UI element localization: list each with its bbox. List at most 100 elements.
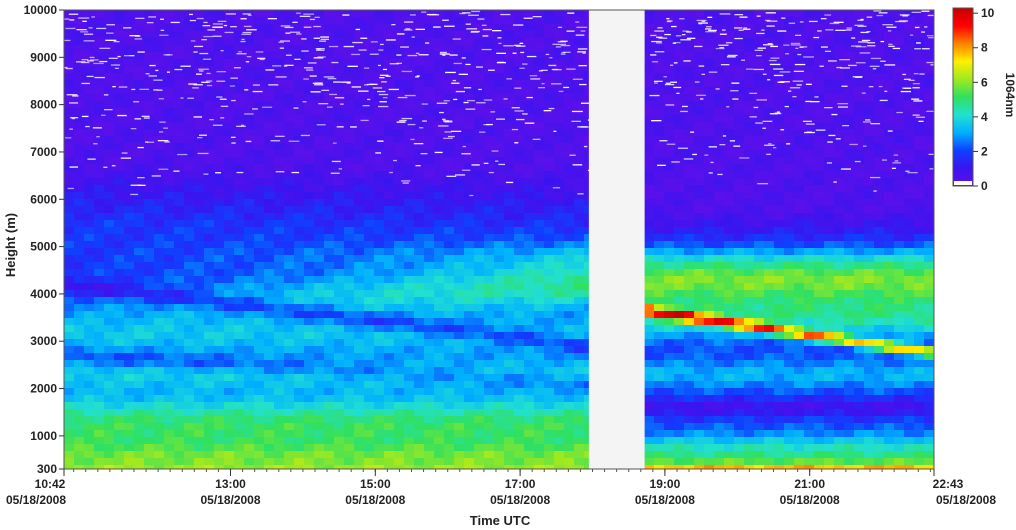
heatmap-cell (714, 213, 725, 221)
heatmap-cell (294, 332, 305, 340)
heatmap-cell (744, 353, 755, 361)
heatmap-cell (814, 227, 825, 235)
heatmap-cell (124, 185, 135, 193)
heatmap-cell (674, 409, 685, 417)
heatmap-cell (784, 94, 795, 102)
heatmap-cell (804, 409, 815, 417)
heatmap-cell (224, 38, 235, 46)
heatmap-cell (664, 416, 675, 424)
heatmap-cell (454, 325, 465, 333)
heatmap-cell (144, 178, 155, 186)
heatmap-cell (414, 108, 425, 116)
heatmap-cell (124, 241, 135, 249)
heatmap-cell (484, 395, 495, 403)
heatmap-cell (94, 458, 105, 466)
heatmap-cell (194, 395, 205, 403)
heatmap-cell (744, 297, 755, 305)
heatmap-cell (394, 255, 405, 263)
heatmap-cell (524, 115, 535, 123)
heatmap-cell (324, 122, 335, 130)
heatmap-cell (394, 437, 405, 445)
heatmap-cell (384, 409, 395, 417)
heatmap-cell (694, 353, 705, 361)
heatmap-cell (64, 31, 75, 39)
heatmap-cell (334, 367, 345, 375)
heatmap-cell (694, 234, 705, 242)
heatmap-cell (644, 290, 655, 298)
heatmap-cell (424, 206, 435, 214)
heatmap-cell (434, 346, 445, 354)
heatmap-cell (364, 241, 375, 249)
heatmap-cell (264, 17, 275, 25)
heatmap-cell (674, 199, 685, 207)
heatmap-cell (784, 458, 795, 466)
heatmap-cell (684, 430, 695, 438)
heatmap-cell (484, 206, 495, 214)
heatmap-cell (764, 458, 775, 466)
heatmap-cell (494, 143, 505, 151)
heatmap-cell (254, 213, 265, 221)
heatmap-cell (704, 220, 715, 228)
heatmap-cell (744, 318, 755, 326)
heatmap-cell (694, 143, 705, 151)
heatmap-cell (134, 220, 145, 228)
heatmap-cell (794, 381, 805, 389)
heatmap-cell (534, 332, 545, 340)
heatmap-cell (544, 290, 555, 298)
heatmap-cell (334, 465, 345, 469)
heatmap-cell (334, 248, 345, 256)
heatmap-cell (514, 122, 525, 130)
heatmap-cell (794, 157, 805, 165)
heatmap-cell (224, 416, 235, 424)
heatmap-cell (784, 136, 795, 144)
heatmap-cell (744, 339, 755, 347)
heatmap-cell (304, 17, 315, 25)
heatmap-cell (474, 115, 485, 123)
heatmap-cell (554, 332, 565, 340)
heatmap-cell (644, 430, 655, 438)
heatmap-cell (434, 45, 445, 53)
heatmap-cell (424, 311, 435, 319)
heatmap-cell (654, 311, 665, 319)
heatmap-cell (134, 45, 145, 53)
heatmap-cell (354, 213, 365, 221)
heatmap-cell (134, 52, 145, 60)
heatmap-cell (304, 255, 315, 263)
heatmap-cell (654, 304, 665, 312)
heatmap-cell (344, 451, 355, 459)
heatmap-cell (84, 262, 95, 270)
heatmap-cell (144, 255, 155, 263)
heatmap-cell (384, 150, 395, 158)
heatmap-cell (674, 402, 685, 410)
heatmap-cell (454, 290, 465, 298)
heatmap-cell (534, 395, 545, 403)
heatmap-cell (754, 409, 765, 417)
heatmap-cell (564, 318, 575, 326)
heatmap-cell (384, 360, 395, 368)
heatmap-cell (134, 402, 145, 410)
heatmap-cell (204, 381, 215, 389)
heatmap-cell (64, 108, 75, 116)
heatmap-cell (104, 199, 115, 207)
heatmap-cell (644, 213, 655, 221)
heatmap-cell (804, 395, 815, 403)
heatmap-cell (284, 38, 295, 46)
heatmap-cell (514, 444, 525, 452)
heatmap-cell (474, 360, 485, 368)
heatmap-cell (124, 416, 135, 424)
heatmap-cell (104, 178, 115, 186)
heatmap-cell (804, 227, 815, 235)
heatmap-cell (464, 101, 475, 109)
heatmap-cell (534, 213, 545, 221)
heatmap-cell (654, 374, 665, 382)
heatmap-cell (514, 339, 525, 347)
heatmap-cell (294, 276, 305, 284)
heatmap-cell (324, 115, 335, 123)
heatmap-cell (404, 423, 415, 431)
heatmap-cell (164, 192, 175, 200)
heatmap-cell (114, 206, 125, 214)
heatmap-cell (464, 402, 475, 410)
heatmap-cell (464, 367, 475, 375)
heatmap-cell (704, 353, 715, 361)
heatmap-cell (224, 185, 235, 193)
